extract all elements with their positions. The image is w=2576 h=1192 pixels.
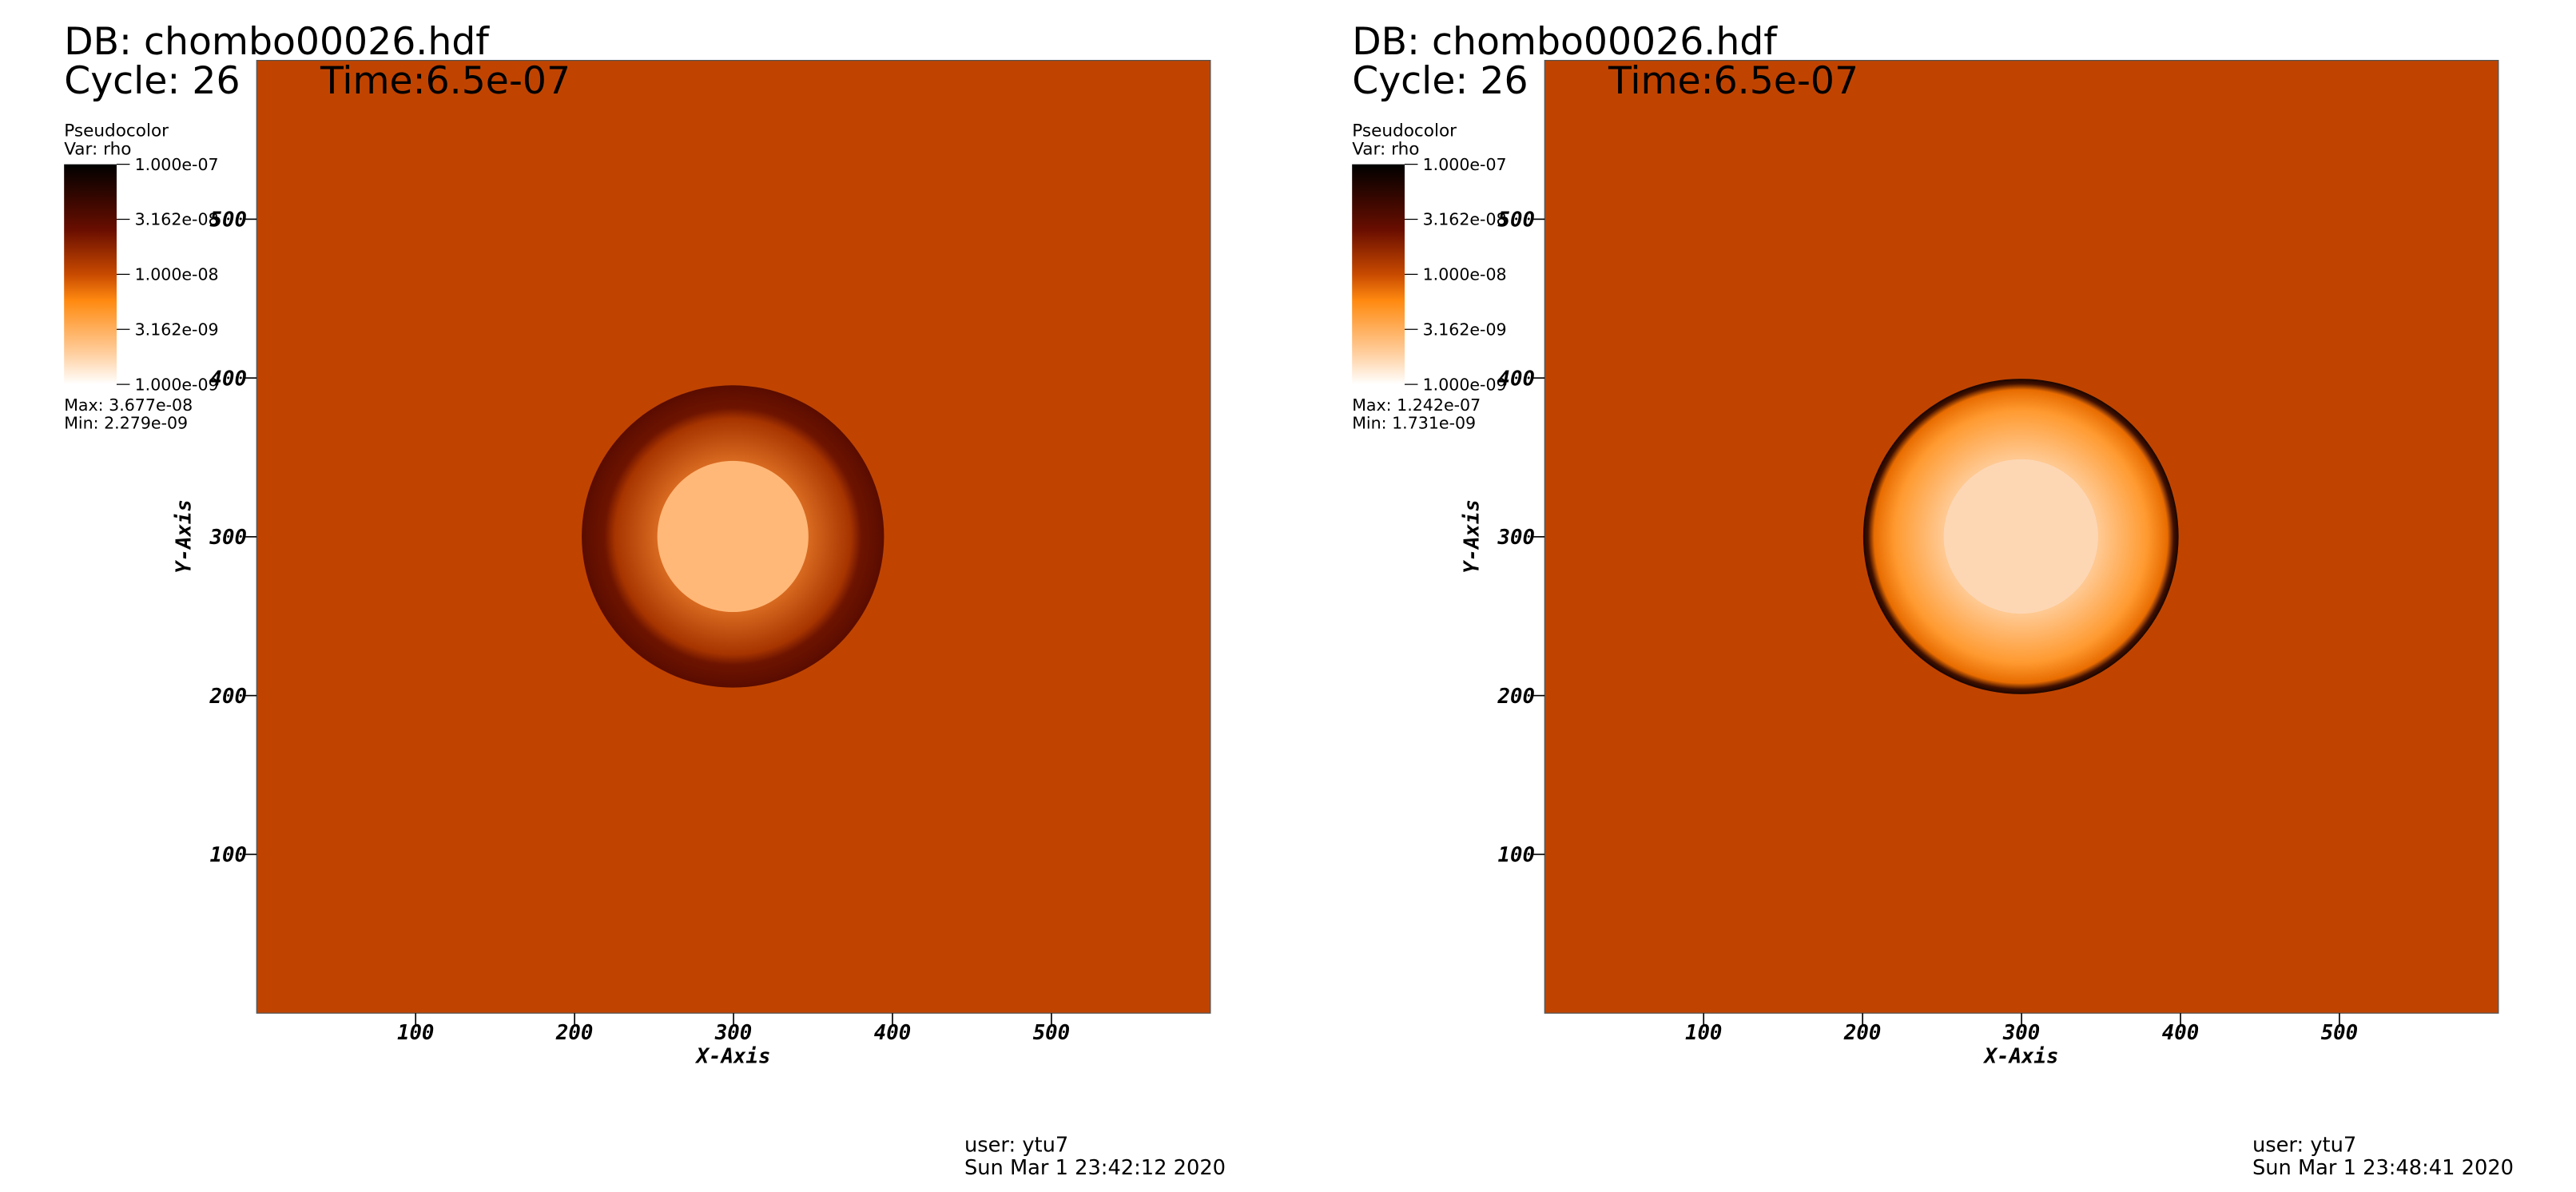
user-label: user: ytu7 <box>2252 1133 2356 1157</box>
cycle-label: Cycle: 26 <box>1352 59 1528 103</box>
colorbar-label: 1.000e-07 <box>1423 155 1507 174</box>
legend-min: Min: 1.731e-09 <box>1352 414 1476 433</box>
colorbar-label: 3.162e-09 <box>1423 320 1507 339</box>
x-tick-label: 300 <box>714 1021 752 1045</box>
db-label: DB: chombo00026.hdf <box>64 20 490 64</box>
user-label: user: ytu7 <box>964 1133 1068 1157</box>
y-tick-label: 200 <box>1497 685 1535 709</box>
legend-title: Pseudocolor <box>64 121 169 141</box>
y-axis-label: Y-Axis <box>1461 499 1485 574</box>
y-axis-label: Y-Axis <box>173 499 197 574</box>
legend-title: Pseudocolor <box>1352 121 1457 141</box>
colorbar-label: 1.000e-07 <box>135 155 219 174</box>
colorbar-label: 3.162e-08 <box>135 210 219 229</box>
colorbar-label: 1.000e-09 <box>1423 375 1507 394</box>
colorbar-label: 1.000e-09 <box>135 375 219 394</box>
x-axis-label: X-Axis <box>695 1044 771 1068</box>
density-core <box>1943 459 2098 614</box>
cycle-label: Cycle: 26 <box>64 59 240 103</box>
x-tick-label: 300 <box>2002 1021 2040 1045</box>
colorbar-label: 1.000e-08 <box>1423 265 1507 284</box>
x-tick-label: 500 <box>1033 1021 1070 1045</box>
legend-max: Max: 1.242e-07 <box>1352 395 1481 415</box>
x-tick-label: 400 <box>2162 1021 2199 1045</box>
colorbar-label: 3.162e-08 <box>1423 210 1507 229</box>
x-tick-label: 500 <box>2321 1021 2358 1045</box>
time-label: Time:6.5e-07 <box>320 59 570 103</box>
colorbar-label: 1.000e-08 <box>135 265 219 284</box>
x-tick-label: 200 <box>555 1021 593 1045</box>
x-tick-label: 400 <box>874 1021 911 1045</box>
colorbar-label: 3.162e-09 <box>135 320 219 339</box>
y-tick-label: 400 <box>210 367 247 391</box>
colorbar <box>64 164 117 385</box>
density-core <box>657 460 809 613</box>
time-label: Time:6.5e-07 <box>1608 59 1858 103</box>
y-tick-label: 500 <box>1498 209 1535 232</box>
y-tick-label: 100 <box>1498 844 1535 868</box>
y-tick-label: 400 <box>1498 367 1535 391</box>
date-label: Sun Mar 1 23:42:12 2020 <box>964 1156 1226 1180</box>
x-tick-label: 100 <box>397 1021 434 1045</box>
y-tick-label: 500 <box>210 209 247 232</box>
y-tick-label: 100 <box>210 844 247 868</box>
legend-var: Var: rho <box>1352 139 1419 159</box>
legend-var: Var: rho <box>64 139 131 159</box>
legend-min: Min: 2.279e-09 <box>64 414 188 433</box>
date-label: Sun Mar 1 23:48:41 2020 <box>2252 1156 2514 1180</box>
x-axis-label: X-Axis <box>1983 1044 2059 1068</box>
y-tick-label: 300 <box>209 526 247 550</box>
x-tick-label: 200 <box>1843 1021 1881 1045</box>
x-tick-label: 100 <box>1685 1021 1722 1045</box>
colorbar <box>1352 164 1405 385</box>
y-tick-label: 300 <box>1497 526 1535 550</box>
db-label: DB: chombo00026.hdf <box>1352 20 1778 64</box>
legend-max: Max: 3.677e-08 <box>64 395 193 415</box>
y-tick-label: 200 <box>209 685 247 709</box>
